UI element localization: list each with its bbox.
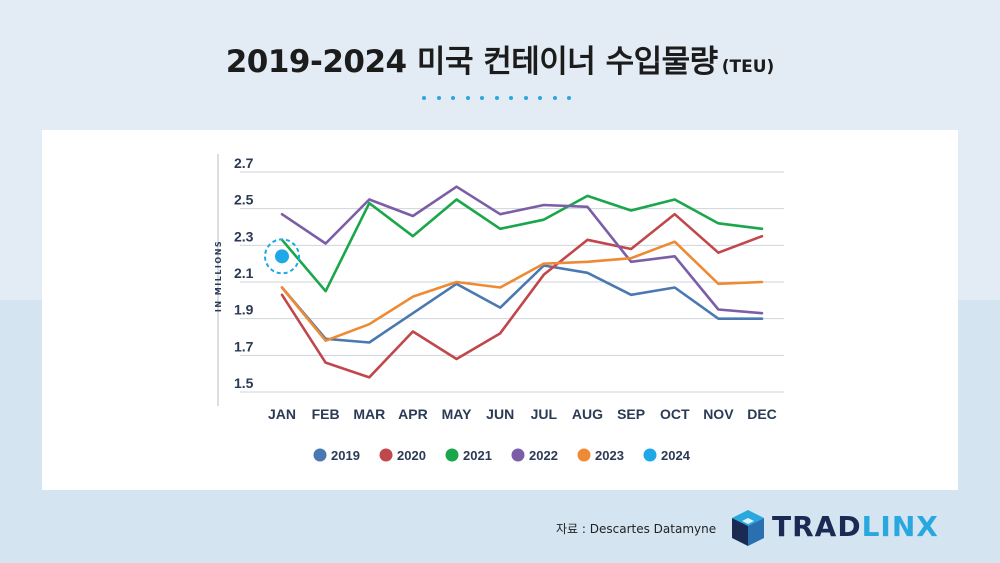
dot xyxy=(480,96,484,100)
x-tick-label: AUG xyxy=(572,406,603,422)
x-tick-label: FEB xyxy=(312,406,340,422)
y-tick-label: 1.9 xyxy=(234,302,254,318)
series-line-2019 xyxy=(280,264,764,344)
dot xyxy=(552,96,557,100)
x-tick-label: JUL xyxy=(531,406,558,422)
legend-label-2019: 2019 xyxy=(331,448,360,463)
title-text: 2019-2024 미국 컨테이너 수입물량 xyxy=(225,44,719,80)
legend-marker-2022 xyxy=(511,448,525,462)
logo-wordmark: TRADLINX xyxy=(772,510,939,543)
legend-marker-2020 xyxy=(379,448,393,462)
dot xyxy=(465,96,470,100)
series-line-2020 xyxy=(280,212,764,379)
x-tick-label: OCT xyxy=(660,406,690,422)
legend-marker-2024 xyxy=(643,448,657,462)
legend-layer: 2019 2020 2021 2022 2023 2024 xyxy=(313,448,691,463)
logo-trad: TRAD xyxy=(772,510,862,543)
legend-marker-2019 xyxy=(313,448,327,462)
x-tick-label: JUN xyxy=(486,406,514,422)
legend-label-2024: 2024 xyxy=(661,448,691,463)
page-title: 2019-2024 미국 컨테이너 수입물량 (TEU) xyxy=(0,36,1000,81)
y-tick-label: 2.3 xyxy=(234,228,254,244)
y-axis-title: IN MILLIONS xyxy=(214,240,223,312)
x-tick-label: MAY xyxy=(442,406,472,422)
legend-marker-2023 xyxy=(577,448,591,462)
x-tick-label: APR xyxy=(398,406,428,422)
y-tick-label: 1.5 xyxy=(234,375,254,391)
chart-card: IN MILLIONS 1.5 1.7 1.9 2.1 2.3 2.5 2.7 JAN FEB MA… xyxy=(42,130,958,490)
data-point-2024 xyxy=(275,249,289,264)
highlight-ring-2024 xyxy=(264,238,300,275)
x-tick-label: SEP xyxy=(617,406,645,422)
legend-label-2023: 2023 xyxy=(595,448,624,463)
cube-icon xyxy=(732,510,764,546)
dot xyxy=(451,96,455,100)
tradlinx-logo: TRADLINX xyxy=(730,506,960,550)
series-layer xyxy=(264,185,764,379)
source-note: 자료 : Descartes Datamyne xyxy=(556,522,717,536)
title-unit: (TEU) xyxy=(721,57,775,77)
legend-label-2020: 2020 xyxy=(397,448,426,463)
decorative-dots xyxy=(422,96,582,104)
legend-label-2022: 2022 xyxy=(529,448,558,463)
series-line-2023 xyxy=(280,240,764,342)
axis-layer: IN MILLIONS 1.5 1.7 1.9 2.1 2.3 2.5 2.7 JAN FEB MA… xyxy=(214,154,777,422)
dot xyxy=(538,96,542,100)
legend-label-2021: 2021 xyxy=(463,448,492,463)
x-tick-label: DEC xyxy=(747,406,777,422)
dot xyxy=(523,96,528,100)
dot xyxy=(436,96,441,100)
legend-marker-2021 xyxy=(445,448,459,462)
x-tick-label: NOV xyxy=(703,406,734,422)
x-tick-label: JAN xyxy=(268,406,296,422)
series-line-2022 xyxy=(280,185,764,315)
dot xyxy=(567,96,571,100)
y-tick-label: 2.1 xyxy=(234,265,254,281)
dot xyxy=(494,96,499,100)
series-line-2021 xyxy=(280,194,764,293)
y-tick-label: 1.7 xyxy=(234,338,254,354)
dot xyxy=(509,96,513,100)
y-tick-label: 2.7 xyxy=(234,155,254,171)
x-tick-label: MAR xyxy=(353,406,385,422)
y-tick-label: 2.5 xyxy=(234,192,254,208)
logo-linx: LINX xyxy=(861,510,939,543)
dot xyxy=(422,96,426,100)
line-chart: IN MILLIONS 1.5 1.7 1.9 2.1 2.3 2.5 2.7 JAN FEB MA… xyxy=(214,154,784,463)
